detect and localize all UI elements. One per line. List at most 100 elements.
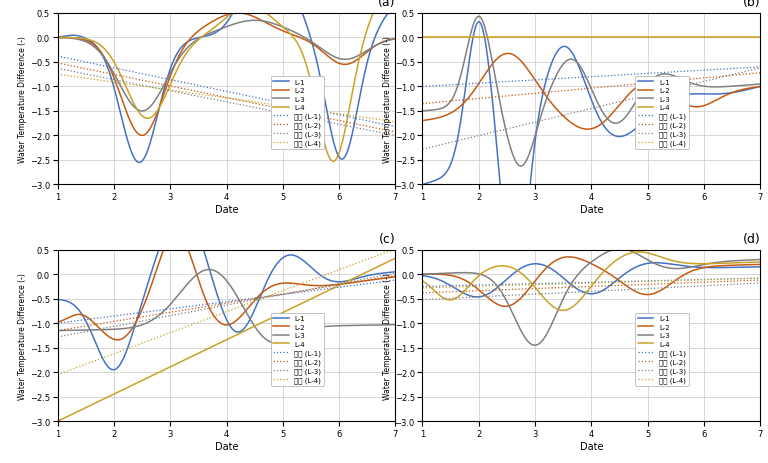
Y-axis label: Water Temperature Difference (-): Water Temperature Difference (-) [18, 272, 27, 399]
선형 (L-1) [418, 84, 427, 90]
선형 (L-2) [478, 288, 487, 294]
Line: 선형 (L-3): 선형 (L-3) [422, 283, 760, 300]
Y-axis label: Water Temperature Difference (-): Water Temperature Difference (-) [382, 272, 392, 399]
선형 (L-1) [279, 101, 288, 107]
선형 (L-4) [505, 36, 514, 41]
L-3 [140, 321, 149, 327]
선형 (L-4) [756, 36, 765, 41]
L-2 [53, 320, 62, 325]
L-2 [280, 281, 289, 286]
선형 (L-4) [672, 36, 681, 41]
선형 (L-4) [478, 36, 487, 41]
L-4 [478, 36, 487, 41]
선형 (L-2) [53, 61, 62, 67]
Text: (a): (a) [378, 0, 396, 9]
L-2 [478, 76, 487, 82]
선형 (L-4) [571, 36, 580, 41]
선형 (L-4) [644, 279, 653, 285]
L-4 [279, 310, 288, 315]
L-4 [571, 36, 580, 41]
L-4 [53, 419, 62, 424]
L-4 [113, 390, 122, 395]
L-4 [558, 308, 568, 313]
선형 (L-4) [617, 280, 626, 285]
선형 (L-3) [279, 292, 288, 298]
L-4 [617, 254, 627, 260]
L-1 [309, 45, 318, 50]
선형 (L-4) [279, 104, 288, 109]
선형 (L-2) [206, 303, 215, 309]
선형 (L-1) [644, 278, 653, 284]
선형 (L-1) [279, 292, 288, 298]
선형 (L-2) [505, 94, 514, 99]
선형 (L-1) [505, 80, 514, 85]
선형 (L-3) [571, 290, 580, 295]
X-axis label: Date: Date [580, 441, 603, 450]
L-2 [233, 11, 243, 17]
L-2 [171, 230, 180, 235]
선형 (L-4) [418, 286, 427, 291]
L-4 [279, 25, 288, 31]
선형 (L-1) [206, 86, 215, 92]
L-3 [113, 326, 122, 332]
선형 (L-4) [505, 283, 514, 288]
L-3 [618, 118, 627, 124]
L-1 [141, 155, 150, 160]
선형 (L-2) [307, 113, 316, 119]
Line: L-2: L-2 [422, 257, 760, 307]
L-2 [756, 85, 765, 90]
Line: 선형 (L-2): 선형 (L-2) [422, 281, 760, 293]
Line: L-1: L-1 [58, 209, 396, 370]
L-3 [615, 246, 624, 252]
선형 (L-1) [252, 295, 261, 301]
L-1 [511, 291, 520, 297]
L-1 [505, 274, 515, 280]
L-1 [618, 134, 627, 139]
L-1 [53, 35, 62, 41]
선형 (L-1) [571, 75, 580, 81]
선형 (L-3) [53, 334, 62, 340]
L-1 [141, 290, 150, 296]
선형 (L-3) [418, 297, 427, 303]
Y-axis label: Water Temperature Difference (-): Water Temperature Difference (-) [18, 36, 27, 163]
L-4 [505, 36, 514, 41]
Line: L-1: L-1 [422, 263, 760, 297]
L-2 [583, 127, 592, 133]
L-2 [505, 52, 515, 57]
L-3 [250, 19, 259, 24]
L-2 [391, 274, 400, 280]
선형 (L-2) [391, 130, 400, 136]
L-2 [418, 272, 427, 277]
L-3 [391, 322, 400, 328]
Legend: L-1, L-2, L-3, L-4, 선형 (L-1), 선형 (L-2), 선형 (L-3), 선형 (L-4): L-1, L-2, L-3, L-4, 선형 (L-1), 선형 (L-2), … [635, 313, 689, 386]
Line: L-3: L-3 [422, 249, 760, 345]
L-3 [113, 78, 122, 83]
Text: (b): (b) [743, 0, 760, 9]
L-1 [177, 206, 187, 212]
L-3 [618, 246, 627, 252]
선형 (L-2) [756, 71, 765, 76]
선형 (L-2) [279, 107, 288, 113]
선형 (L-2) [478, 96, 487, 102]
선형 (L-2) [113, 73, 122, 79]
Text: (c): (c) [379, 232, 396, 245]
Line: L-4: L-4 [58, 258, 396, 421]
L-2 [53, 36, 62, 41]
Line: L-2: L-2 [58, 14, 396, 136]
선형 (L-2) [113, 319, 122, 324]
L-1 [674, 94, 683, 100]
L-2 [280, 30, 289, 35]
선형 (L-3) [571, 110, 580, 116]
선형 (L-3) [391, 133, 400, 139]
선형 (L-4) [252, 298, 261, 304]
X-axis label: Date: Date [215, 205, 238, 214]
선형 (L-4) [307, 108, 316, 113]
선형 (L-1) [140, 310, 149, 315]
선형 (L-4) [418, 36, 427, 41]
선형 (L-4) [53, 72, 62, 78]
L-3 [280, 338, 289, 344]
선형 (L-1) [391, 125, 400, 130]
L-3 [53, 328, 62, 334]
L-1 [644, 261, 654, 266]
선형 (L-1) [140, 72, 149, 78]
